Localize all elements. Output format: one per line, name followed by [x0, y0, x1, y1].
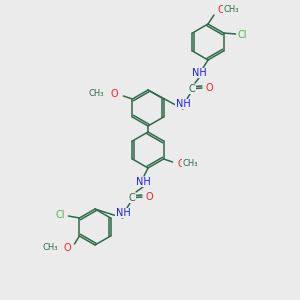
Text: NH: NH [192, 68, 206, 78]
Text: CH₃: CH₃ [89, 89, 104, 98]
Text: Cl: Cl [56, 210, 65, 220]
Text: C: C [189, 84, 195, 94]
Text: NH: NH [136, 177, 150, 187]
Text: O: O [111, 89, 118, 99]
Text: CH₃: CH₃ [183, 160, 198, 169]
Text: O: O [205, 83, 213, 93]
Text: O: O [217, 5, 225, 15]
Text: O: O [64, 243, 71, 253]
Text: CH₃: CH₃ [43, 244, 58, 253]
Text: O: O [145, 192, 153, 202]
Text: CH₃: CH₃ [223, 5, 239, 14]
Text: C: C [129, 193, 135, 203]
Text: NH: NH [116, 208, 130, 218]
Text: NH: NH [176, 99, 190, 109]
Text: O: O [178, 159, 185, 169]
Text: Cl: Cl [238, 30, 247, 40]
